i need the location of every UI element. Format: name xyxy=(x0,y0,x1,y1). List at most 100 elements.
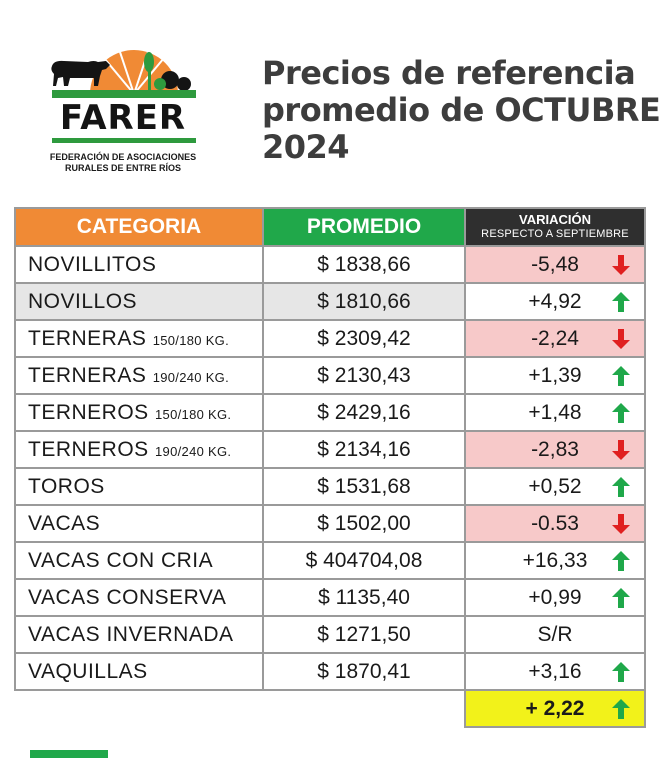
arrow-up-icon xyxy=(612,699,630,719)
variacion-value: -0.53 xyxy=(531,511,579,535)
arrow-down-icon xyxy=(612,329,630,349)
variacion-value: S/R xyxy=(537,622,573,646)
header-promedio: PROMEDIO xyxy=(262,207,466,247)
categoria-name: TERNERAS xyxy=(28,326,147,350)
cell-promedio: $ 2429,16 xyxy=(262,393,466,432)
categoria-name: VACAS INVERNADA xyxy=(28,622,234,646)
header-categoria: CATEGORIA xyxy=(14,207,264,247)
table-row: VACAS CON CRIA $ 404704,08 +16,33 xyxy=(14,541,646,580)
logo-subtitle: FEDERACIÓN DE ASOCIACIONES RURALES DE EN… xyxy=(44,152,202,174)
variacion-value: +3,16 xyxy=(528,659,582,683)
cell-promedio: $ 1810,66 xyxy=(262,282,466,321)
arrow-up-icon xyxy=(612,366,630,386)
table-row: VACAS CONSERVA $ 1135,40 +0,99 xyxy=(14,578,646,617)
categoria-size: 150/180 KG. xyxy=(155,406,232,422)
categoria-name: TERNEROS xyxy=(28,437,149,461)
header-variacion-subtitle: RESPECTO A SEPTIEMBRE xyxy=(481,228,629,240)
cell-categoria: VAQUILLAS xyxy=(14,652,264,691)
logo-bar-bottom xyxy=(52,138,196,143)
categoria-name: TERNEROS xyxy=(28,400,149,424)
cell-variacion: +1,48 xyxy=(464,393,646,432)
footer-accent-bar xyxy=(30,750,108,758)
arrow-up-icon xyxy=(612,551,630,571)
cell-promedio: $ 404704,08 xyxy=(262,541,466,580)
cell-variacion: -2,83 xyxy=(464,430,646,469)
price-table: CATEGORIA PROMEDIO VARIACIÓN RESPECTO A … xyxy=(14,207,646,728)
title-line1: Precios de referencia xyxy=(262,54,636,92)
variacion-value: +4,92 xyxy=(528,289,582,313)
cell-promedio: $ 1838,66 xyxy=(262,245,466,284)
logo-emblem-icon xyxy=(51,50,196,95)
table-row: VAQUILLAS $ 1870,41 +3,16 xyxy=(14,652,646,691)
table-row: TERNEROS 150/180 KG. $ 2429,16 +1,48 xyxy=(14,393,646,432)
arrow-up-icon xyxy=(612,477,630,497)
farer-logo: FARER FEDERACIÓN DE ASOCIACIONES RURALES… xyxy=(44,44,204,184)
variacion-value: +0,99 xyxy=(528,585,582,609)
categoria-name: VACAS CON CRIA xyxy=(28,548,214,572)
cell-variacion: +1,39 xyxy=(464,356,646,395)
arrow-up-icon xyxy=(612,662,630,682)
table-row: VACAS $ 1502,00 -0.53 xyxy=(14,504,646,543)
title-line2: promedio de OCTUBRE xyxy=(262,91,660,129)
cell-categoria: TERNEROS 190/240 KG. xyxy=(14,430,264,469)
cell-variacion: +3,16 xyxy=(464,652,646,691)
arrow-up-icon xyxy=(612,292,630,312)
categoria-name: TOROS xyxy=(28,474,105,498)
table-row: TERNERAS 190/240 KG. $ 2130,43 +1,39 xyxy=(14,356,646,395)
total-spacer xyxy=(15,690,263,727)
page-title: Precios de referencia promedio de OCTUBR… xyxy=(262,54,660,166)
header-variacion: VARIACIÓN RESPECTO A SEPTIEMBRE xyxy=(464,207,646,247)
categoria-name: NOVILLOS xyxy=(28,289,138,313)
variacion-value: +1,48 xyxy=(528,400,582,424)
cell-promedio: $ 1502,00 xyxy=(262,504,466,543)
variacion-value: +0,52 xyxy=(528,474,582,498)
cell-variacion: +0,52 xyxy=(464,467,646,506)
cell-categoria: VACAS INVERNADA xyxy=(14,615,264,654)
variacion-value: -2,24 xyxy=(531,326,579,350)
categoria-name: VAQUILLAS xyxy=(28,659,148,683)
cell-categoria: TERNERAS 190/240 KG. xyxy=(14,356,264,395)
table-row: VACAS INVERNADA $ 1271,50 S/R xyxy=(14,615,646,654)
logo-subtitle-line2: RURALES DE ENTRE RÍOS xyxy=(64,163,181,173)
cell-categoria: VACAS CONSERVA xyxy=(14,578,264,617)
arrow-down-icon xyxy=(612,255,630,275)
cell-variacion: -5,48 xyxy=(464,245,646,284)
cell-promedio: $ 2309,42 xyxy=(262,319,466,358)
arrow-up-icon xyxy=(612,588,630,608)
cell-promedio: $ 2134,16 xyxy=(262,430,466,469)
categoria-size: 150/180 KG. xyxy=(152,332,230,348)
logo-subtitle-line1: FEDERACIÓN DE ASOCIACIONES xyxy=(49,152,197,162)
cell-categoria: VACAS CON CRIA xyxy=(14,541,264,580)
cell-promedio: $ 1271,50 xyxy=(262,615,466,654)
arrow-up-icon xyxy=(612,403,630,423)
table-row: NOVILLOS $ 1810,66 +4,92 xyxy=(14,282,646,321)
categoria-name: VACAS xyxy=(28,511,101,535)
cell-variacion: -2,24 xyxy=(464,319,646,358)
cell-categoria: VACAS xyxy=(14,504,264,543)
logo-bar-top xyxy=(52,94,196,98)
cell-categoria: NOVILLOS xyxy=(14,282,264,321)
categoria-name: NOVILLITOS xyxy=(28,252,157,276)
cell-promedio: $ 2130,43 xyxy=(262,356,466,395)
table-row: TOROS $ 1531,68 +0,52 xyxy=(14,467,646,506)
categoria-name: TERNERAS xyxy=(28,363,147,387)
variacion-value: -2,83 xyxy=(531,437,579,461)
table-row: TERNERAS 150/180 KG. $ 2309,42 -2,24 xyxy=(14,319,646,358)
variacion-value: +16,33 xyxy=(522,548,588,572)
table-header-row: CATEGORIA PROMEDIO VARIACIÓN RESPECTO A … xyxy=(14,207,646,247)
arrow-down-icon xyxy=(612,514,630,534)
categoria-size: 190/240 KG. xyxy=(155,443,232,459)
logo-wordmark: FARER xyxy=(59,98,187,138)
cell-categoria: TERNERAS 150/180 KG. xyxy=(14,319,264,358)
variacion-value: -5,48 xyxy=(531,252,579,276)
cell-variacion: S/R xyxy=(464,615,646,654)
categoria-name: VACAS CONSERVA xyxy=(28,585,227,609)
cell-variacion: +16,33 xyxy=(464,541,646,580)
cell-promedio: $ 1870,41 xyxy=(262,652,466,691)
total-variation: + 2,22 xyxy=(464,689,646,728)
total-spacer xyxy=(263,690,465,727)
table-row: TERNEROS 190/240 KG. $ 2134,16 -2,83 xyxy=(14,430,646,469)
cell-variacion: +0,99 xyxy=(464,578,646,617)
cell-categoria: TERNEROS 150/180 KG. xyxy=(14,393,264,432)
cell-promedio: $ 1531,68 xyxy=(262,467,466,506)
